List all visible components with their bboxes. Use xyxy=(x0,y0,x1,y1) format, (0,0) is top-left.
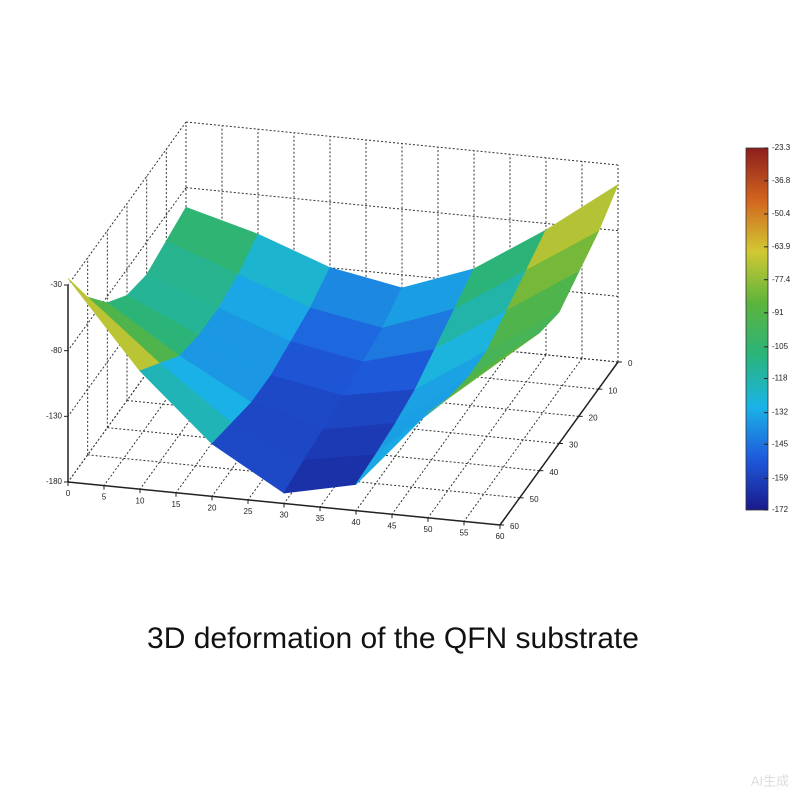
z-tick-label: -180 xyxy=(46,477,63,486)
x-tick-label: 45 xyxy=(388,521,397,530)
colorbar xyxy=(745,147,769,511)
colorbar-tick-label: -145 xyxy=(772,439,789,448)
x-tick-label: 10 xyxy=(136,496,145,505)
colorbar-tick-label: -91 xyxy=(772,308,784,317)
colorbar-tick-label: -50.4 xyxy=(772,209,791,218)
y-tick-label: 0 xyxy=(628,359,633,368)
x-tick-label: 20 xyxy=(208,503,217,512)
surface xyxy=(67,183,619,494)
colorbar-tick-label: -36.8 xyxy=(772,176,791,185)
surface-patch xyxy=(427,346,520,414)
x-tick-label: 35 xyxy=(316,514,325,523)
x-tick-label: 55 xyxy=(460,529,469,538)
grid-line xyxy=(185,121,619,166)
grid-line xyxy=(67,187,187,351)
watermark: AI生成 xyxy=(751,773,789,788)
x-tick-label: 50 xyxy=(424,525,433,534)
y-tick-label: 60 xyxy=(510,522,519,531)
colorbar-tick-label: -63.9 xyxy=(772,242,791,251)
x-tick-label: 25 xyxy=(244,507,253,516)
x-tick-label: 30 xyxy=(280,511,289,520)
y-tick-label: 20 xyxy=(589,413,598,422)
x-tick-label: 5 xyxy=(102,493,107,502)
colorbar-tick-label: -159 xyxy=(772,473,789,482)
x-tick-label: 40 xyxy=(352,518,361,527)
grid-line xyxy=(185,187,619,232)
y-tick-label: 40 xyxy=(549,468,558,477)
y-tick-label: 10 xyxy=(608,386,617,395)
y-tick-label: 30 xyxy=(569,441,578,450)
x-tick-label: 0 xyxy=(66,489,71,498)
x-tick-label: 60 xyxy=(496,532,505,541)
x-tick-label: 15 xyxy=(172,500,181,509)
colorbar-tick-label: -172 xyxy=(772,505,789,514)
y-tick-label: 50 xyxy=(530,495,539,504)
colorbar-tick-label: -23.3 xyxy=(772,143,791,152)
colorbar-tick-label: -77.4 xyxy=(772,275,791,284)
z-tick-label: -130 xyxy=(46,411,63,420)
z-tick-label: -80 xyxy=(50,346,62,355)
colorbar-tick-label: -105 xyxy=(772,342,789,351)
colorbar-tick-label: -118 xyxy=(772,374,788,383)
grid-line xyxy=(67,121,187,286)
chart-title: 3D deformation of the QFN substrate xyxy=(147,622,639,655)
colorbar-tick-label: -132 xyxy=(772,408,789,417)
z-tick-label: -30 xyxy=(50,280,62,289)
